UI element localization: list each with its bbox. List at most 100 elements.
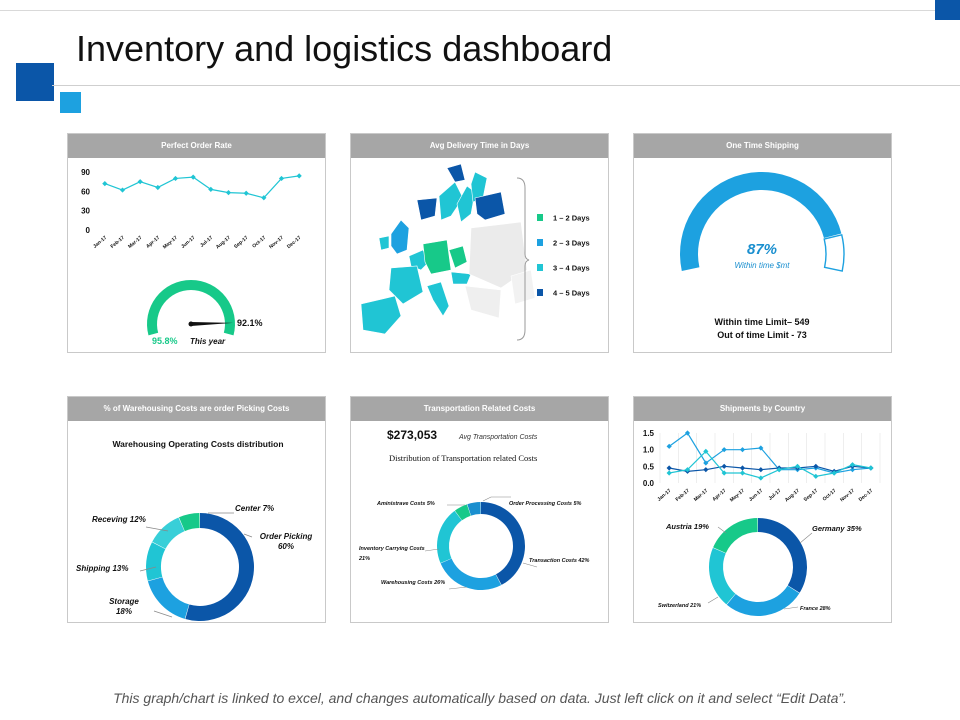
perfect-order-point (172, 175, 179, 182)
map-region-black-sea (510, 269, 536, 305)
shipping-gauge-remaining (823, 233, 845, 272)
warehousing-label-shipping: Shipping 13% (76, 564, 128, 573)
map-region-uk (390, 219, 410, 255)
shipments-xtick-label: Aug-17 (784, 488, 801, 504)
legend-label-0: 1 – 2 Days (553, 214, 590, 223)
panel-avg-delivery-time[interactable]: Avg Delivery Time in Days 1 – 2 Days 2 – … (350, 133, 609, 353)
map-region-ireland (378, 235, 390, 251)
transport-label-transaction: Transaction Costs 42% (529, 558, 590, 564)
shipping-gauge-filled (680, 171, 842, 272)
shipments-ytick-label: 0.5 (643, 462, 655, 471)
perfect-order-ytick-label: 60 (81, 187, 90, 196)
warehousing-lead-shipping (139, 566, 157, 572)
shipping-sublabel: Within time $mt (734, 261, 790, 270)
t-lead-inventory (424, 548, 440, 552)
shipments-point (703, 467, 709, 473)
map-region-italy (426, 281, 450, 317)
perfect-order-chart[interactable]: 0 30 60 90 Jan-17 Feb-17 Mar-17 Apr-17 May-17 Jun… (68, 158, 325, 352)
shipping-percent: 87% (747, 241, 777, 258)
perfect-order-xtick-label: Dec-17 (286, 235, 303, 250)
transport-amount-label: Avg Transportation Costs (458, 434, 538, 441)
shipments-ytick-label: 0.0 (643, 479, 655, 488)
t-lead-warehousing (448, 586, 468, 590)
map-region-iberia (360, 295, 402, 335)
shipments-point (739, 465, 746, 471)
country-slice-switzerland (709, 547, 736, 605)
legend-label-1: 2 – 3 Days (553, 239, 590, 248)
shipments-point (666, 470, 672, 476)
t-lead-transaction (522, 562, 538, 568)
map-region-sweden (456, 185, 476, 223)
this-year-value: 95.8% (152, 336, 178, 346)
transport-label-aministrave: Aministrave Costs 5% (376, 501, 435, 507)
legend-swatch-3 (537, 289, 543, 296)
top-rule (0, 10, 935, 11)
shipments-xtick-label: Jun-17 (748, 488, 764, 503)
panel-header: Perfect Order Rate (68, 134, 325, 158)
panel-header: One Time Shipping (634, 134, 891, 158)
shipments-ytick-label: 1.0 (643, 446, 655, 455)
shipments-point (666, 465, 672, 471)
shipments-xtick-label: Nov-17 (839, 488, 856, 503)
accent-square-small (60, 92, 81, 113)
panel-one-time-shipping[interactable]: One Time Shipping 87% Within time $mt With… (633, 133, 892, 353)
shipments-series-line (669, 450, 871, 479)
shipments-point (721, 463, 727, 469)
panel-header: Transportation Related Costs (351, 397, 608, 421)
panel-transportation-costs[interactable]: Transportation Related Costs $273,053 Avg… (350, 396, 609, 623)
map-region-norway (438, 181, 464, 221)
map-region-north-west (416, 197, 438, 221)
legend-swatch-0 (537, 214, 543, 221)
panel-perfect-order-rate[interactable]: Perfect Order Rate 0 30 60 90 Jan-17 Feb-17 Ma… (67, 133, 326, 353)
gauge-value-label: 92.1% (237, 318, 263, 328)
map-region-far-north (446, 163, 466, 183)
transportation-donut-chart[interactable]: $273,053 Avg Transportation Costs Distribu… (351, 421, 608, 622)
shipments-xtick-label: Mar-17 (693, 488, 709, 503)
shipments-xtick-label: Jan-17 (656, 488, 672, 503)
shipments-point (868, 465, 874, 471)
shipments-xtick-label: Dec-17 (858, 488, 875, 503)
europe-delivery-map[interactable]: 1 – 2 Days 2 – 3 Days 3 – 4 Days 4 – 5 Days (351, 158, 608, 352)
country-slice-austria (713, 518, 758, 553)
perfect-order-xtick-label: Mar-17 (127, 235, 143, 250)
panel-shipments-by-country[interactable]: Shipments by Country 0.0 0.5 1.0 1.5 Jan-17 F… (633, 396, 892, 623)
accent-square-large (16, 63, 54, 101)
transport-amount: $273,053 (387, 428, 437, 442)
shipments-series-line (668, 432, 871, 474)
perfect-order-point (278, 175, 285, 182)
shipments-point (758, 445, 764, 451)
warehousing-slice-order-picking (185, 513, 255, 621)
perfect-order-xtick-label: Feb-17 (110, 235, 126, 250)
perfect-order-point (102, 181, 108, 187)
title-rule (52, 85, 960, 86)
perfect-order-xtick-label: Apr-17 (145, 235, 161, 250)
transport-label-order-processing: Order Processing Costs 5% (509, 501, 582, 507)
panel-warehousing-costs[interactable]: % of Warehousing Costs are order Picking… (67, 396, 326, 623)
shipments-point (831, 470, 837, 476)
country-slice-germany (758, 518, 807, 593)
shipments-xtick-label: Sep-17 (803, 488, 820, 503)
perfect-order-point (190, 174, 196, 180)
shipments-point (739, 470, 746, 476)
perfect-order-xtick-label: Aug-17 (215, 235, 232, 251)
shipments-xtick-label: Jul-17 (768, 488, 783, 502)
transport-slice-warehousing-costs (440, 558, 502, 590)
perfect-order-point (243, 190, 249, 196)
map-region-poland (448, 245, 468, 269)
this-year-label: This year (190, 337, 226, 346)
warehousing-donut-chart[interactable]: Warehousing Operating Costs distribution… (68, 421, 325, 622)
shipments-point (739, 447, 746, 453)
one-time-shipping-gauge[interactable]: 87% Within time $mt Within time Limit– 549… (634, 158, 891, 352)
corner-accent-square (935, 0, 960, 20)
c-lead-france (783, 606, 799, 610)
footer-note: This graph/chart is linked to excel, and… (113, 690, 847, 706)
shipments-xtick-label: Oct-17 (822, 488, 838, 503)
warehousing-slice-storage (147, 577, 190, 619)
map-region-north-east (474, 191, 506, 221)
shipments-xtick-label: Apr-17 (711, 488, 727, 503)
shipments-country-chart[interactable]: 0.0 0.5 1.0 1.5 Jan-17 Feb-17 Mar-17 Apr-17 May-… (634, 421, 891, 622)
warehousing-slice-shipping (146, 542, 166, 581)
legend-swatch-2 (537, 264, 543, 271)
legend-label-2: 3 – 4 Days (553, 264, 590, 273)
c-lead-austria (717, 526, 727, 534)
